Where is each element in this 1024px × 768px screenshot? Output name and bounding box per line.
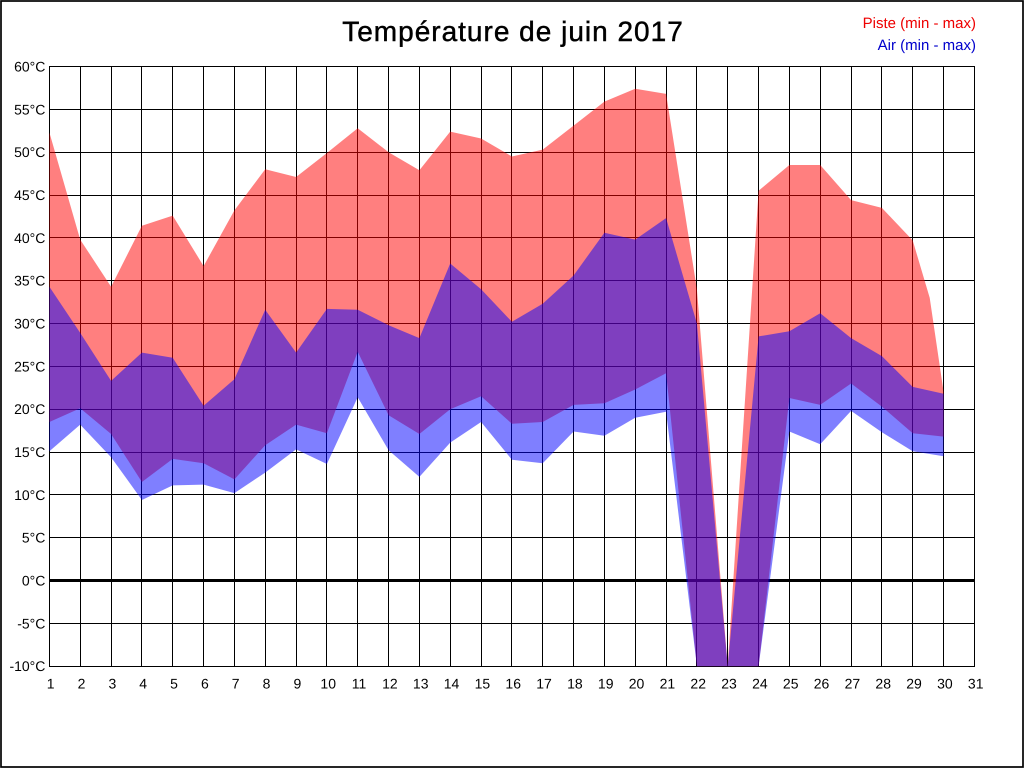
- svg-text:-10°C: -10°C: [9, 658, 45, 674]
- svg-text:-5°C: -5°C: [17, 615, 45, 631]
- svg-text:0°C: 0°C: [22, 573, 46, 589]
- svg-text:4: 4: [139, 676, 147, 692]
- svg-text:24: 24: [752, 676, 768, 692]
- svg-text:27: 27: [845, 676, 861, 692]
- svg-text:12: 12: [382, 676, 398, 692]
- svg-text:15°C: 15°C: [14, 444, 45, 460]
- svg-text:20°C: 20°C: [14, 401, 45, 417]
- svg-text:6: 6: [201, 676, 209, 692]
- svg-text:8: 8: [263, 676, 271, 692]
- svg-text:18: 18: [567, 676, 583, 692]
- svg-text:Air (min - max): Air (min - max): [878, 37, 976, 54]
- svg-text:30°C: 30°C: [14, 316, 45, 332]
- svg-text:40°C: 40°C: [14, 230, 45, 246]
- svg-text:55°C: 55°C: [14, 101, 45, 117]
- svg-text:50°C: 50°C: [14, 144, 45, 160]
- svg-text:26: 26: [814, 676, 830, 692]
- svg-text:11: 11: [352, 676, 367, 692]
- svg-text:3: 3: [109, 676, 117, 692]
- svg-text:23: 23: [721, 676, 737, 692]
- svg-text:31: 31: [968, 676, 984, 692]
- svg-text:29: 29: [906, 676, 922, 692]
- svg-text:14: 14: [444, 676, 460, 692]
- svg-text:21: 21: [660, 676, 676, 692]
- svg-text:28: 28: [875, 676, 891, 692]
- svg-text:45°C: 45°C: [14, 187, 45, 203]
- svg-text:16: 16: [505, 676, 521, 692]
- svg-text:2: 2: [78, 676, 86, 692]
- svg-text:20: 20: [629, 676, 645, 692]
- svg-text:22: 22: [690, 676, 706, 692]
- svg-text:10°C: 10°C: [14, 487, 45, 503]
- svg-text:30: 30: [937, 676, 953, 692]
- svg-text:35°C: 35°C: [14, 273, 45, 289]
- svg-text:Température de juin 2017: Température de juin 2017: [342, 16, 684, 47]
- svg-text:10: 10: [320, 676, 336, 692]
- svg-text:5: 5: [170, 676, 178, 692]
- svg-text:13: 13: [413, 676, 429, 692]
- svg-text:Piste (min - max): Piste (min - max): [863, 15, 976, 32]
- svg-text:25: 25: [783, 676, 799, 692]
- svg-text:1: 1: [47, 676, 55, 692]
- svg-text:19: 19: [598, 676, 614, 692]
- svg-text:60°C: 60°C: [14, 59, 45, 75]
- svg-text:25°C: 25°C: [14, 358, 45, 374]
- svg-text:15: 15: [475, 676, 491, 692]
- svg-text:7: 7: [232, 676, 240, 692]
- svg-text:9: 9: [294, 676, 302, 692]
- svg-text:5°C: 5°C: [22, 530, 46, 546]
- svg-text:17: 17: [536, 676, 552, 692]
